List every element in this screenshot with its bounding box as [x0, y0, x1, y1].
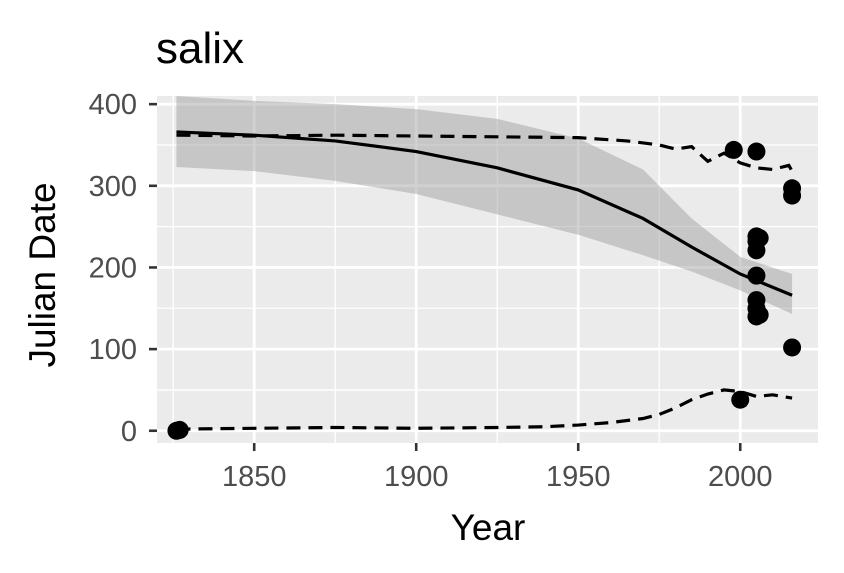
confidence-band: [176, 96, 793, 314]
y-tick-label: 300: [89, 171, 137, 203]
data-point: [170, 420, 189, 439]
minor-grid: [157, 96, 818, 443]
confidence-band-layer: [176, 96, 793, 314]
data-point: [747, 266, 766, 285]
x-tick-label: 1850: [222, 461, 287, 493]
fit-line: [176, 130, 793, 297]
upper-dashed-line: [176, 133, 794, 172]
x-tick-label: 1950: [546, 461, 611, 493]
chart-title: salix: [156, 24, 244, 73]
axis-layer: 1850 1900 1950 2000 0 100 200 300 400: [89, 89, 773, 493]
x-tick-label: 1900: [384, 461, 449, 493]
data-point: [724, 140, 743, 159]
y-tick-label: 100: [89, 334, 137, 366]
data-point: [783, 186, 802, 205]
y-tick-label: 400: [89, 89, 137, 121]
point-layer: [167, 140, 802, 440]
plot-panel: [157, 96, 818, 443]
y-tick-label: 200: [89, 252, 137, 284]
x-tick-label: 2000: [708, 461, 773, 493]
data-point: [731, 390, 750, 409]
data-point: [747, 142, 766, 161]
data-point: [783, 338, 802, 357]
x-axis-title: Year: [451, 507, 526, 548]
data-point: [750, 229, 769, 248]
y-tick-label: 0: [121, 416, 137, 448]
y-axis-title: Julian Date: [22, 182, 63, 367]
data-point: [750, 305, 769, 324]
major-grid: [157, 96, 818, 443]
